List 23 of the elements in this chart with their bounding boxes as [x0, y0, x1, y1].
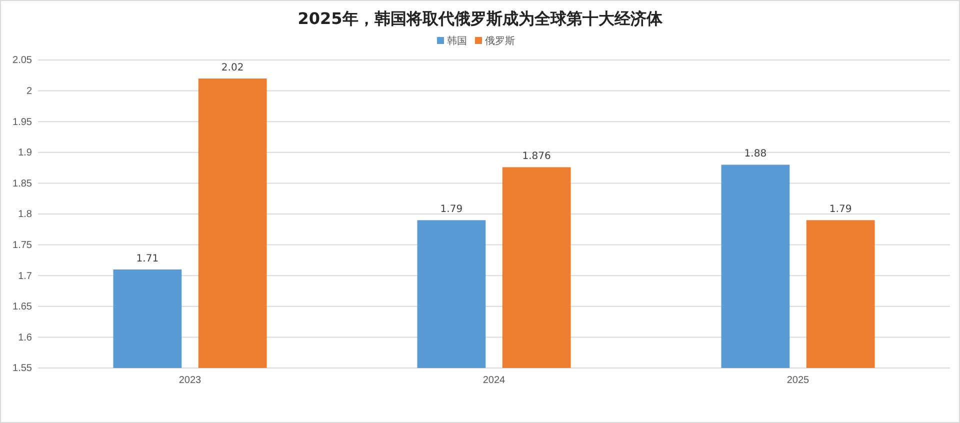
y-tick-label: 1.7	[18, 270, 32, 282]
y-tick-label: 1.9	[18, 148, 32, 159]
y-tick-label: 1.8	[18, 209, 32, 220]
y-tick-label: 1.85	[12, 178, 32, 190]
y-tick-label: 1.75	[12, 240, 32, 251]
x-tick-label: 2025	[786, 375, 810, 386]
legend-label: 韩国	[447, 35, 467, 47]
y-tick-label: 1.95	[12, 116, 32, 128]
data-label: 1.79	[829, 204, 852, 216]
data-label: 1.79	[440, 204, 463, 216]
y-tick-label: 2	[26, 86, 32, 97]
y-tick-label: 1.6	[18, 332, 32, 344]
data-label: 1.71	[136, 253, 159, 264]
x-tick-label: 2024	[482, 375, 506, 386]
chart-title: 2025年，韩国将取代俄罗斯成为全球第十大经济体	[298, 9, 664, 28]
x-tick-label: 2023	[178, 375, 202, 386]
y-tick-label: 1.65	[12, 302, 32, 313]
data-label: 1.88	[744, 148, 767, 160]
y-tick-label: 1.55	[12, 363, 32, 374]
legend-label: 俄罗斯	[485, 35, 515, 47]
y-tick-label: 2.05	[12, 55, 32, 66]
data-label: 1.876	[522, 151, 551, 162]
data-label: 2.02	[221, 62, 244, 74]
